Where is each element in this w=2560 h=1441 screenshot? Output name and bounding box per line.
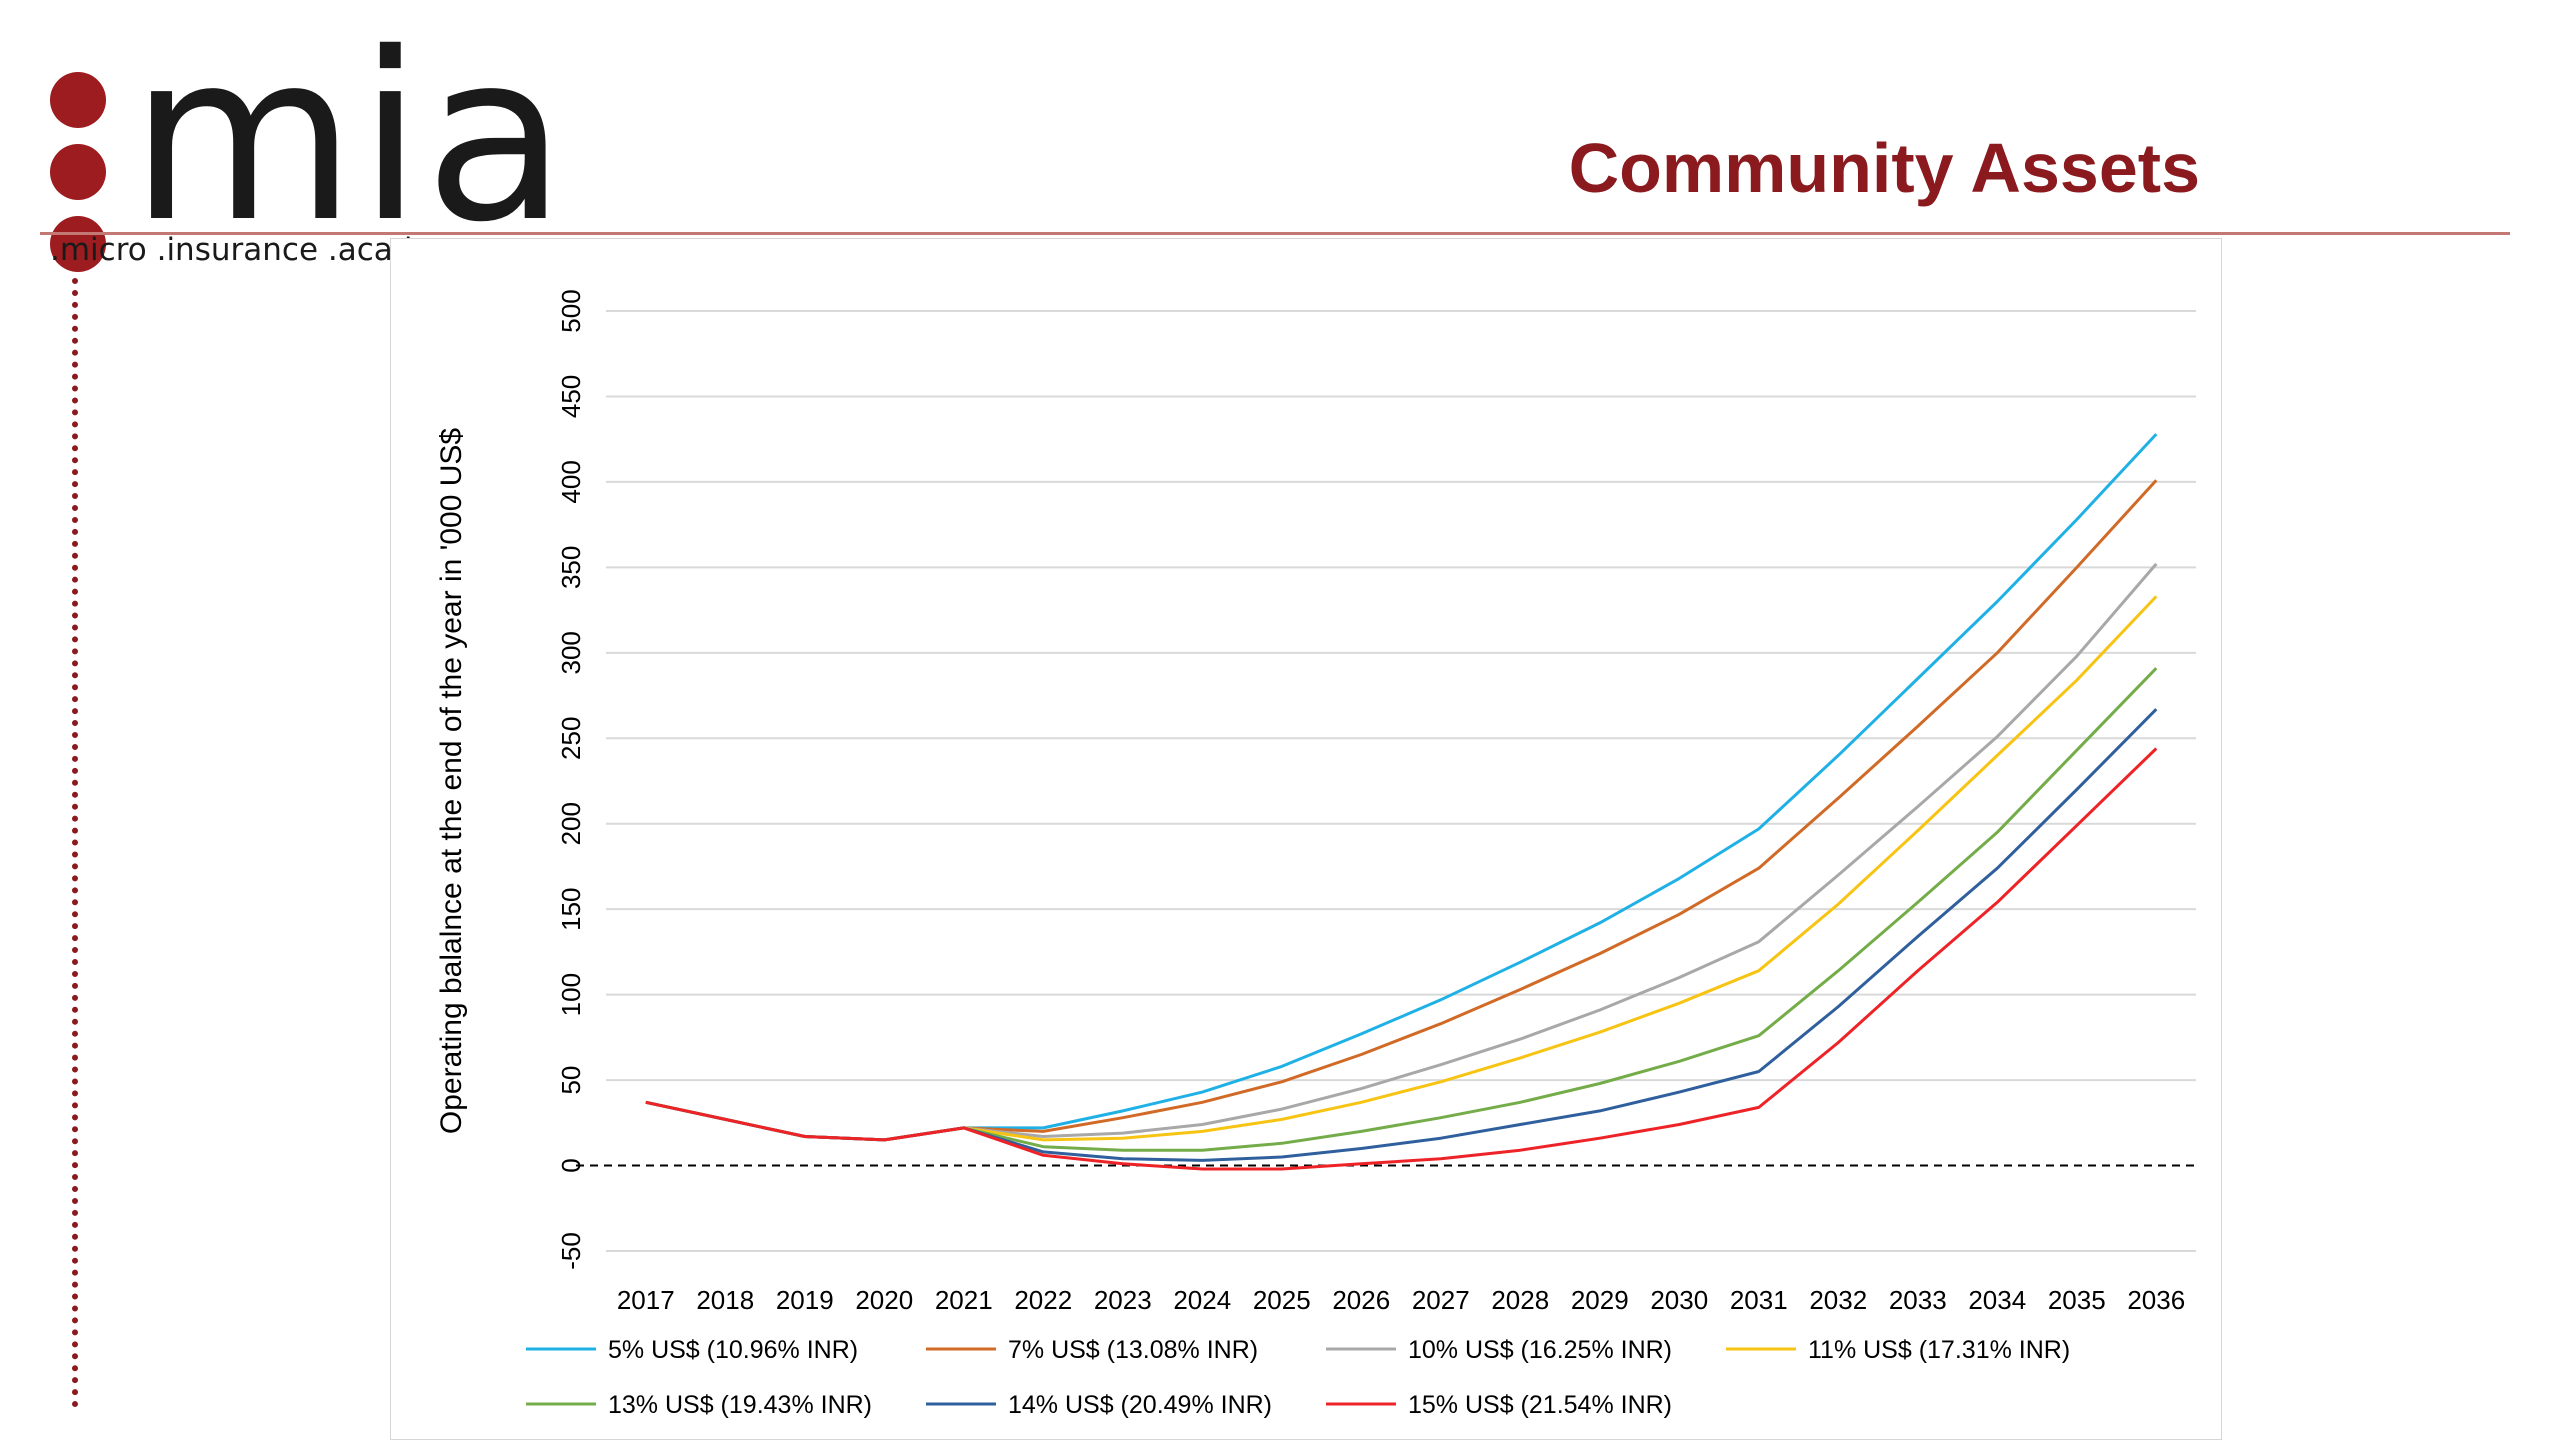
x-tick-label: 2032 xyxy=(1809,1285,1867,1315)
y-tick-label: 500 xyxy=(556,289,586,332)
series-line xyxy=(645,479,2158,1142)
y-tick-label: 200 xyxy=(556,802,586,845)
mia-logo: mia .micro .insurance .academy xyxy=(40,22,600,280)
legend-label: 11% US$ (17.31% INR) xyxy=(1808,1336,2070,1364)
y-tick-label: 300 xyxy=(556,631,586,674)
y-tick-label: 250 xyxy=(556,717,586,760)
x-tick-label: 2034 xyxy=(1968,1285,2026,1315)
x-tick-label: 2031 xyxy=(1730,1285,1788,1315)
series-line xyxy=(645,747,2158,1171)
y-tick-label: 0 xyxy=(556,1158,586,1172)
x-tick-label: 2023 xyxy=(1094,1285,1152,1315)
x-tick-label: 2018 xyxy=(696,1285,754,1315)
page-title: Community Assets xyxy=(1568,129,2200,207)
x-tick-label: 2029 xyxy=(1571,1285,1629,1315)
x-tick-label: 2036 xyxy=(2127,1285,2185,1315)
chart-container: -50 0 50 100 150 200 250 300 350 400 450 500 2017 201… xyxy=(390,238,2222,1440)
series-line xyxy=(645,562,2158,1142)
legend-label: 10% US$ (16.25% INR) xyxy=(1408,1336,1672,1364)
y-tick-label: 50 xyxy=(556,1066,586,1095)
y-tick-label: 400 xyxy=(556,460,586,503)
logo-dot-top xyxy=(50,72,106,128)
legend-label: 13% US$ (19.43% INR) xyxy=(608,1391,872,1419)
header-divider xyxy=(40,232,2510,235)
x-tick-label: 2027 xyxy=(1412,1285,1470,1315)
line-chart: -50 0 50 100 150 200 250 300 350 400 450 500 2017 201… xyxy=(435,289,2196,1419)
y-tick-label: -50 xyxy=(556,1232,586,1270)
logo-dot-middle xyxy=(50,144,106,200)
x-tick-label: 2030 xyxy=(1650,1285,1708,1315)
series-line xyxy=(645,433,2158,1142)
x-tick-label: 2019 xyxy=(776,1285,834,1315)
legend-label: 7% US$ (13.08% INR) xyxy=(1008,1336,1258,1364)
x-tick-label: 2024 xyxy=(1173,1285,1231,1315)
y-axis-title: Operating balalnce at the end of the yea… xyxy=(435,428,468,1135)
x-tick-label: 2028 xyxy=(1491,1285,1549,1315)
x-tick-label: 2035 xyxy=(2048,1285,2106,1315)
logo-wordmark: mia xyxy=(130,3,569,273)
x-tick-label: 2033 xyxy=(1889,1285,1947,1315)
y-tick-label: 350 xyxy=(556,546,586,589)
x-tick-label: 2025 xyxy=(1253,1285,1311,1315)
y-tick-label: 450 xyxy=(556,375,586,418)
y-tick-label: 100 xyxy=(556,973,586,1016)
legend-label: 5% US$ (10.96% INR) xyxy=(608,1336,858,1364)
x-tick-label: 2026 xyxy=(1332,1285,1390,1315)
x-tick-label: 2021 xyxy=(935,1285,993,1315)
legend-label: 15% US$ (21.54% INR) xyxy=(1408,1391,1672,1419)
side-dotted-divider xyxy=(72,278,78,1408)
logo-dot-bottom xyxy=(50,216,106,272)
x-tick-label: 2020 xyxy=(855,1285,913,1315)
y-tick-label: 150 xyxy=(556,887,586,930)
legend-label: 14% US$ (20.49% INR) xyxy=(1008,1391,1272,1419)
series-line xyxy=(645,595,2158,1142)
x-tick-label: 2022 xyxy=(1014,1285,1072,1315)
x-tick-label: 2017 xyxy=(617,1285,675,1315)
